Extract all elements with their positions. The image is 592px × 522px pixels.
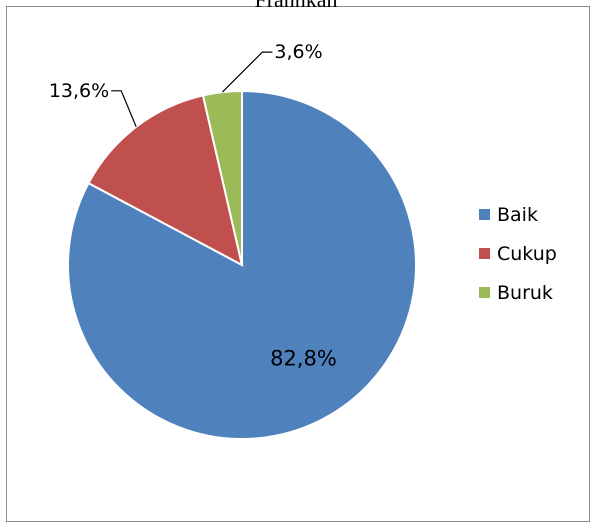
legend-swatch-buruk [479,287,490,298]
leader-line-cukup [111,90,137,128]
pie-slice-buruk [201,89,243,266]
chart-title: Frannkan [0,0,592,12]
data-label-baik: 82,8% [270,347,337,371]
legend-swatch-cukup [479,248,490,259]
legend-swatch-baik [479,209,490,220]
legend-label-buruk: Buruk [497,282,553,304]
data-label-cukup: 13,6% [49,80,109,102]
data-label-buruk: 3,6% [274,41,322,63]
legend-label-baik: Baik [497,204,538,226]
pie-slice-cukup [87,94,244,267]
legend-label-cukup: Cukup [497,243,557,265]
leader-line-buruk [221,51,273,93]
